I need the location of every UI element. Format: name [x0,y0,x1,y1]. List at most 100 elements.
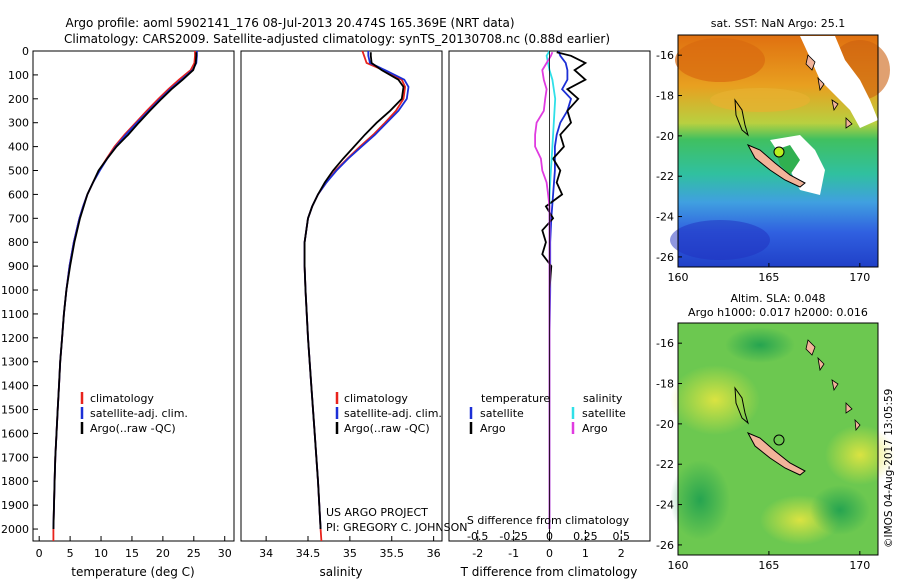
sst-argo-location-marker [773,146,785,158]
difference-legend-salinity: salinity satellite Argo [571,392,626,435]
temperature-legend-label-argo: Argo(..raw -QC) [90,422,176,435]
map-y-tick-label: -18 [656,90,674,103]
series-line-temperature-argo [541,51,588,529]
sla-map-title1: Altim. SLA: 0.048 [730,292,825,305]
depth-tick-label: 100 [8,69,29,82]
temperature-legend-label-satellite: satellite-adj. clim. [90,407,188,420]
series-line-climatology [303,50,407,542]
x-tick-label: 35.5 [380,547,405,560]
x-tick-label: 25 [187,547,201,560]
depth-tick-label: 1300 [1,356,29,369]
map-x-tick-label: 165 [758,559,779,572]
x-tick-label: 0 [546,547,553,560]
x-tick-label: 5 [67,547,74,560]
salinity-panel: 34 34.5 35 35.5 36 salinity climatology sate… [240,50,467,579]
difference-legend-label-temp-argo: Argo [480,422,506,435]
difference-legend-label-sal-argo: Argo [582,422,608,435]
sla-reef-outline [734,386,749,425]
x-tick-label: 34.5 [296,547,321,560]
credit-pi: PI: GREGORY C. JOHNSON [326,521,467,534]
sla-low-anomaly [725,327,795,363]
difference-legend-temperature-title: temperature [481,392,550,405]
depth-tick-label: 700 [8,212,29,225]
difference-x-ticks: -2 -1 0 1 2-0.5 -0.25 0 0.25 0.5 [467,530,630,560]
header-line2: Climatology: CARS2009. Satellite-adjuste… [64,32,610,46]
sst-reef-outline [734,98,749,137]
x-tick-label: -2 [472,547,483,560]
x-tick-top-label: 0.5 [613,530,631,543]
temperature-legend-label-climatology: climatology [90,392,154,405]
temperature-xlabel: temperature (deg C) [71,565,194,579]
salinity-legend-label-climatology: climatology [344,392,408,405]
map-y-tick-label: -16 [656,337,674,350]
sla-map-frame [677,322,879,556]
sst-warm-patch [710,88,810,112]
difference-panel: -2 -1 0 1 2-0.5 -0.25 0 0.25 0.5 S difference fr… [448,50,651,579]
difference-xlabel: T difference from climatology [460,565,638,579]
difference-legend-label-temp-satellite: satellite [480,407,524,420]
x-tick-label: 15 [125,547,139,560]
depth-tick-label: 1800 [1,475,29,488]
map-x-tick-label: 165 [758,271,779,284]
depth-tick-label: 1600 [1,427,29,440]
sst-map-title: sat. SST: NaN Argo: 25.1 [711,17,845,30]
depth-tick-label: 600 [8,188,29,201]
salinity-legend-label-satellite: satellite-adj. clim. [344,407,442,420]
difference-legend-salinity-title: salinity [583,392,623,405]
x-tick-top-label: -0.25 [499,530,527,543]
sla-islands-vanuatu [805,339,861,432]
x-tick-label: 30 [218,547,232,560]
salinity-legend-label-argo: Argo(..raw -QC) [344,422,430,435]
depth-tick-label: 1700 [1,451,29,464]
sla-argo-location-marker [773,434,785,446]
credit-project: US ARGO PROJECT [326,506,428,519]
series-line-climatology [52,51,196,541]
depth-tick-label: 800 [8,236,29,249]
map-x-tick-label: 170 [849,559,870,572]
temperature-axes-frame [32,50,235,542]
sst-map-panel: sat. SST: NaN Argo: 25.1 160 165 170 -16 -18… [656,17,890,284]
sla-island-new-caledonia [746,431,806,476]
depth-tick-label: 1500 [1,404,29,417]
difference-legend-label-sal-satellite: satellite [582,407,626,420]
temperature-panel: 0100200300400500600700800900100011001200… [1,45,235,579]
x-tick-label: -1 [508,547,519,560]
temperature-lines [52,51,198,541]
map-x-tick-label: 160 [668,271,689,284]
map-y-tick-label: -24 [656,211,674,224]
header-line1: Argo profile: aoml 5902141_176 08-Jul-20… [65,16,514,30]
x-tick-label: 0 [36,547,43,560]
x-tick-top-label: 0.25 [573,530,598,543]
depth-tick-label: 1400 [1,380,29,393]
map-y-tick-label: -24 [656,499,674,512]
x-tick-label: 1 [582,547,589,560]
salinity-legend: climatology satellite-adj. clim. Argo(..… [335,392,442,435]
difference-lines [534,50,588,541]
salinity-lines [303,50,410,542]
x-tick-label: 2 [618,547,625,560]
map-x-tick-label: 170 [849,271,870,284]
salinity-xlabel: salinity [319,565,362,579]
x-tick-top-label: -0.5 [467,530,488,543]
depth-tick-label: 1100 [1,308,29,321]
difference-xlabel-top: S difference from climatology [467,514,630,527]
sla-low-anomaly [670,460,730,540]
x-tick-label: 10 [94,547,108,560]
map-y-tick-label: -22 [656,458,674,471]
series-line-temperature-satellite [548,50,573,529]
depth-tick-label: 1000 [1,284,29,297]
sla-map-panel: Altim. SLA: 0.048 Argo h1000: 0.017 h200… [656,292,895,572]
depth-tick-label: 500 [8,165,29,178]
depth-tick-label: 0 [22,45,29,58]
temperature-legend: climatology satellite-adj. clim. Argo(..… [80,392,188,435]
sst-warm-patch [675,38,765,82]
sla-high-anomaly [670,365,760,435]
map-x-tick-label: 160 [668,559,689,572]
depth-tick-label: 2000 [1,523,29,536]
x-tick-label: 35 [343,547,357,560]
map-y-tick-label: -22 [656,170,674,183]
sla-map-ticks: 160 165 170 -16 -18 -20 -22 -24 -26 [656,337,870,572]
depth-tick-label: 200 [8,93,29,106]
sst-islands-vanuatu [805,54,853,129]
